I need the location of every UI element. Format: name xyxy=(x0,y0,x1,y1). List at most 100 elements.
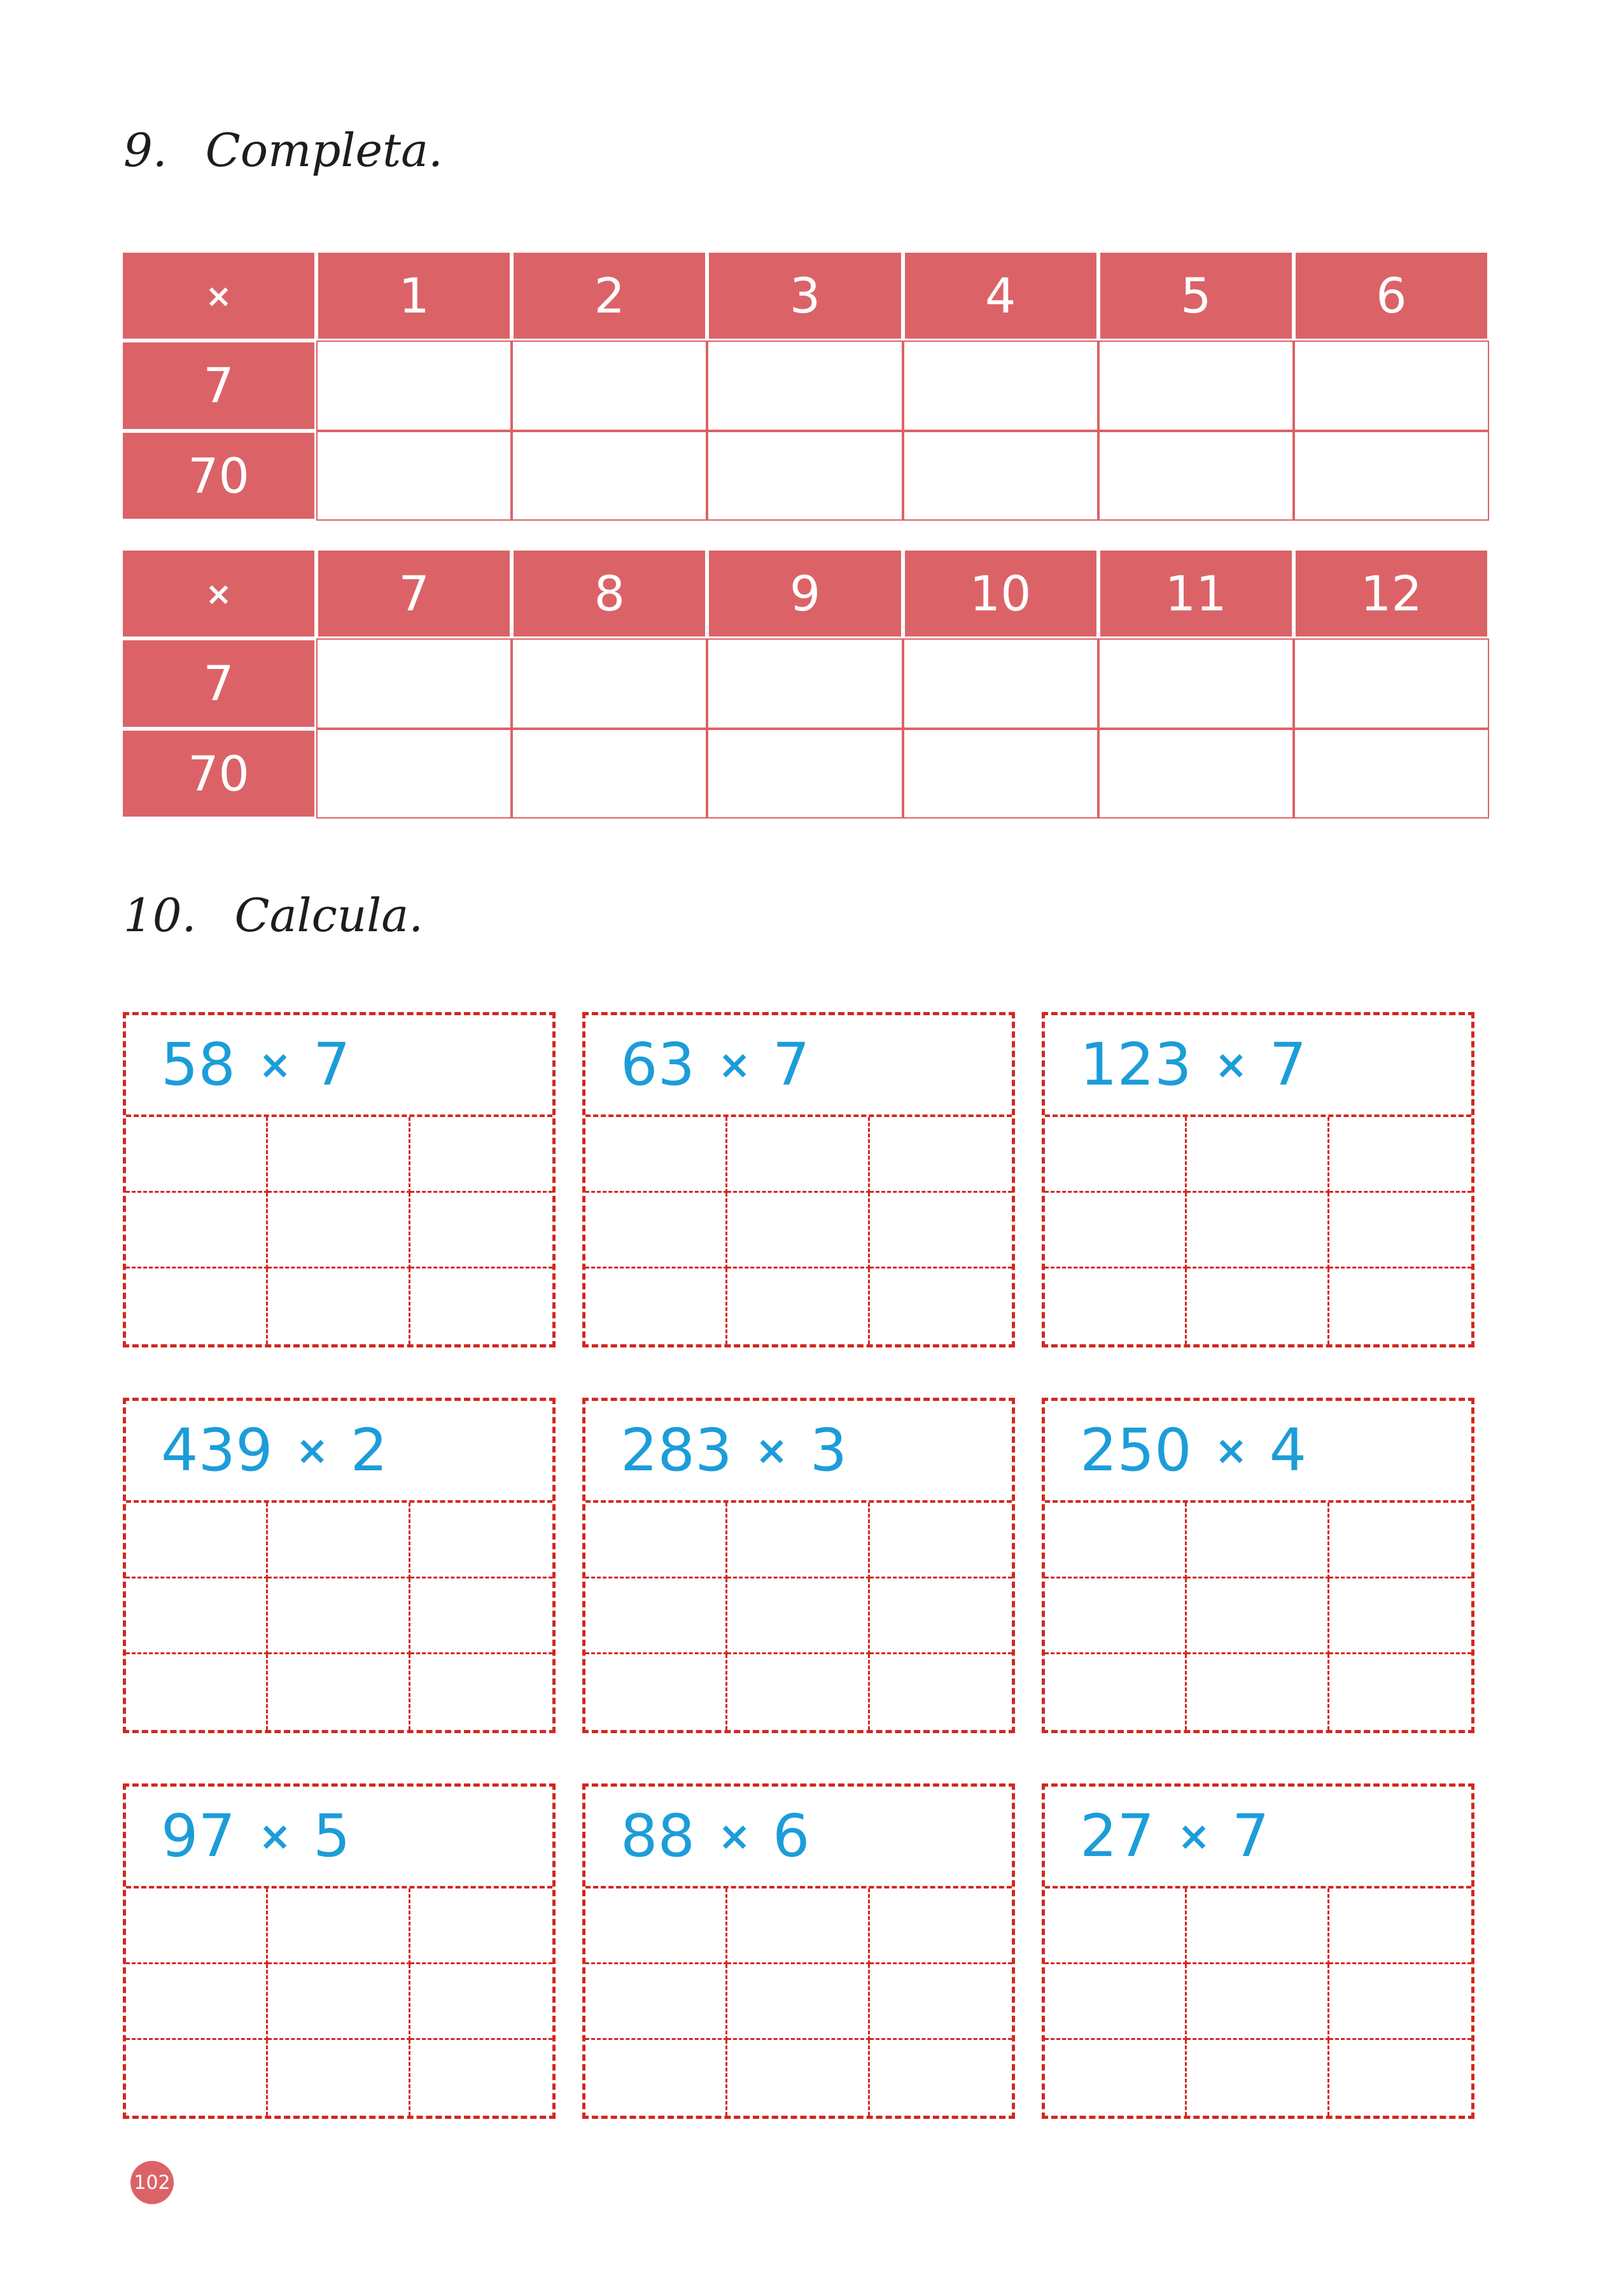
work-cell[interactable] xyxy=(410,1503,552,1579)
work-cell[interactable] xyxy=(869,1888,1012,1965)
work-cell[interactable] xyxy=(1329,1193,1471,1269)
work-cell[interactable] xyxy=(727,1117,870,1193)
work-cell[interactable] xyxy=(727,1193,870,1269)
work-cell[interactable] xyxy=(1045,1269,1187,1344)
work-cell[interactable] xyxy=(1187,1578,1329,1655)
answer-cell[interactable] xyxy=(902,638,1098,729)
work-cell[interactable] xyxy=(585,1888,728,1965)
answer-cell[interactable] xyxy=(1293,430,1489,521)
work-cell[interactable] xyxy=(585,1578,728,1655)
work-cell[interactable] xyxy=(410,1269,552,1344)
answer-cell[interactable] xyxy=(707,341,903,431)
answer-cell[interactable] xyxy=(1098,430,1294,521)
answer-cell[interactable] xyxy=(316,638,512,729)
work-cell[interactable] xyxy=(1045,1964,1187,2041)
work-cell[interactable] xyxy=(727,1578,870,1655)
work-cell[interactable] xyxy=(1187,1503,1329,1579)
work-cell[interactable] xyxy=(1045,1117,1187,1193)
work-cell[interactable] xyxy=(268,1654,410,1730)
work-cell[interactable] xyxy=(126,1193,269,1269)
work-cell[interactable] xyxy=(870,1654,1012,1730)
work-cell[interactable] xyxy=(410,1117,552,1193)
work-cell[interactable] xyxy=(869,1193,1012,1269)
work-cell[interactable] xyxy=(727,1654,870,1730)
work-cell[interactable] xyxy=(410,1888,552,1965)
work-cell[interactable] xyxy=(410,1654,552,1730)
work-cell[interactable] xyxy=(1045,2040,1187,2116)
work-cell[interactable] xyxy=(1329,1964,1471,2041)
work-cell[interactable] xyxy=(1045,1578,1187,1655)
answer-cell[interactable] xyxy=(707,728,903,819)
answer-cell[interactable] xyxy=(707,638,903,729)
work-cell[interactable] xyxy=(869,1578,1012,1655)
work-cell[interactable] xyxy=(1187,1193,1329,1269)
work-cell[interactable] xyxy=(1045,1193,1187,1269)
work-cell[interactable] xyxy=(1187,2040,1329,2116)
work-cell[interactable] xyxy=(869,1117,1012,1193)
work-cell[interactable] xyxy=(268,1578,410,1655)
work-cell[interactable] xyxy=(268,1888,410,1965)
work-cell[interactable] xyxy=(869,1964,1012,2041)
work-cell[interactable] xyxy=(268,1503,410,1579)
work-cell[interactable] xyxy=(268,1964,410,2041)
work-cell[interactable] xyxy=(585,1269,728,1344)
answer-cell[interactable] xyxy=(316,341,512,431)
answer-cell[interactable] xyxy=(1098,341,1294,431)
work-cell[interactable] xyxy=(126,1269,269,1344)
answer-cell[interactable] xyxy=(902,341,1098,431)
work-cell[interactable] xyxy=(1329,1269,1471,1344)
work-cell[interactable] xyxy=(1045,1888,1187,1965)
work-cell[interactable] xyxy=(1187,1117,1329,1193)
work-cell[interactable] xyxy=(727,1964,870,2041)
work-cell[interactable] xyxy=(410,2040,552,2116)
work-cell[interactable] xyxy=(1187,1964,1329,2041)
work-cell[interactable] xyxy=(126,1964,269,2041)
work-cell[interactable] xyxy=(870,1269,1012,1344)
work-cell[interactable] xyxy=(1045,1654,1187,1730)
work-cell[interactable] xyxy=(1329,1578,1471,1655)
work-cell[interactable] xyxy=(1187,1654,1329,1730)
answer-cell[interactable] xyxy=(316,728,512,819)
work-cell[interactable] xyxy=(869,1503,1012,1579)
answer-cell[interactable] xyxy=(1098,728,1294,819)
work-cell[interactable] xyxy=(585,1654,728,1730)
work-cell[interactable] xyxy=(268,1117,410,1193)
work-cell[interactable] xyxy=(268,1269,410,1344)
work-cell[interactable] xyxy=(1329,1654,1471,1730)
work-cell[interactable] xyxy=(1329,1117,1471,1193)
work-cell[interactable] xyxy=(268,2040,410,2116)
work-cell[interactable] xyxy=(1329,1503,1471,1579)
work-cell[interactable] xyxy=(585,2040,728,2116)
work-cell[interactable] xyxy=(1329,1888,1471,1965)
answer-cell[interactable] xyxy=(1293,728,1489,819)
work-cell[interactable] xyxy=(585,1503,728,1579)
answer-cell[interactable] xyxy=(1293,638,1489,729)
answer-cell[interactable] xyxy=(512,430,708,521)
work-cell[interactable] xyxy=(727,1888,870,1965)
work-cell[interactable] xyxy=(1329,2040,1471,2116)
work-cell[interactable] xyxy=(585,1117,728,1193)
work-cell[interactable] xyxy=(126,1578,269,1655)
answer-cell[interactable] xyxy=(512,728,708,819)
work-cell[interactable] xyxy=(1045,1503,1187,1579)
work-cell[interactable] xyxy=(410,1578,552,1655)
work-cell[interactable] xyxy=(268,1193,410,1269)
work-cell[interactable] xyxy=(410,1193,552,1269)
work-cell[interactable] xyxy=(727,2040,870,2116)
work-cell[interactable] xyxy=(410,1964,552,2041)
work-cell[interactable] xyxy=(126,1503,269,1579)
answer-cell[interactable] xyxy=(316,430,512,521)
work-cell[interactable] xyxy=(126,2040,269,2116)
work-cell[interactable] xyxy=(727,1503,870,1579)
answer-cell[interactable] xyxy=(707,430,903,521)
answer-cell[interactable] xyxy=(512,341,708,431)
work-cell[interactable] xyxy=(126,1117,269,1193)
work-cell[interactable] xyxy=(727,1269,870,1344)
answer-cell[interactable] xyxy=(902,728,1098,819)
work-cell[interactable] xyxy=(126,1888,269,1965)
work-cell[interactable] xyxy=(870,2040,1012,2116)
work-cell[interactable] xyxy=(126,1654,269,1730)
answer-cell[interactable] xyxy=(1098,638,1294,729)
work-cell[interactable] xyxy=(585,1193,728,1269)
answer-cell[interactable] xyxy=(902,430,1098,521)
